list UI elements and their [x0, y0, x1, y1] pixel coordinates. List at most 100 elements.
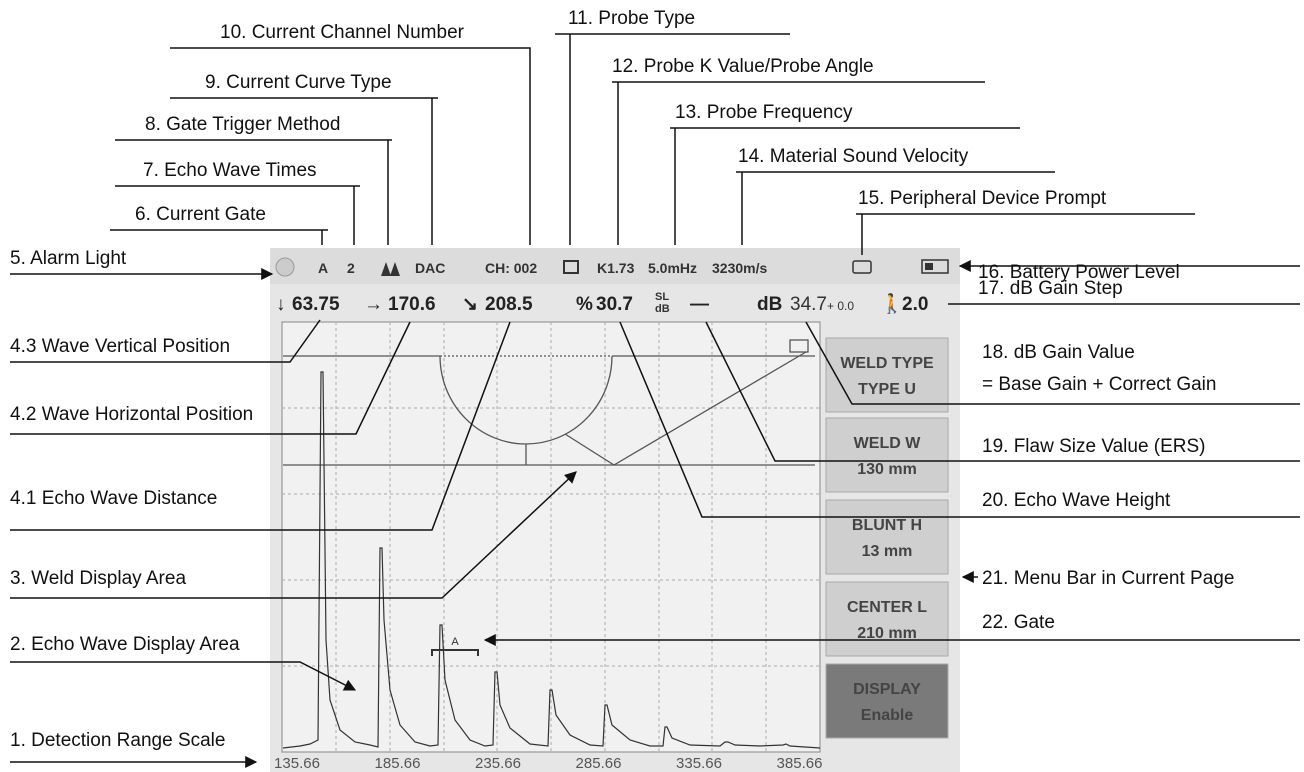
menu-button[interactable]: WELD W 130 mm [825, 417, 949, 493]
leader [670, 127, 1020, 245]
label: 17. dB Gain Step [978, 278, 1123, 299]
leader [10, 471, 577, 599]
leader [705, 321, 1300, 462]
menu-value: 130 mm [857, 461, 917, 478]
echo-area [281, 321, 821, 753]
label: 12. Probe K Value/Probe Angle [612, 56, 874, 77]
scale-label: 235.66 [475, 755, 521, 772]
echo-wave [282, 371, 821, 749]
menu-button[interactable]: DISPLAY Enable [825, 663, 949, 739]
label: 13. Probe Frequency [675, 102, 853, 123]
label: 9. Current Curve Type [205, 72, 392, 93]
label: 10. Current Channel Number [220, 22, 465, 43]
label: 2. Echo Wave Display Area [10, 634, 240, 655]
menu-value: TYPE U [858, 381, 916, 398]
menu-value: 210 mm [857, 625, 917, 642]
db-label: dB [757, 294, 782, 315]
leader [555, 33, 790, 245]
label: 3. Weld Display Area [10, 568, 186, 589]
menu-button-bg[interactable] [825, 417, 949, 493]
gain-step: 2.0 [902, 294, 928, 315]
label: 11. Probe Type [568, 8, 695, 29]
label: 18. dB Gain Value [982, 342, 1135, 363]
label: 4.1 Echo Wave Distance [10, 488, 217, 509]
label: 21. Menu Bar in Current Page [982, 568, 1234, 589]
label: 19. Flaw Size Value (ERS) [982, 436, 1206, 457]
leader [805, 321, 1300, 405]
leader [619, 321, 1300, 518]
curve-type: DAC [415, 260, 445, 276]
echo-times: 2 [347, 260, 355, 276]
range-scale: 135.66 185.66 235.66 285.66 335.66 385.66 [274, 755, 822, 772]
menu-button-bg[interactable] [825, 581, 949, 657]
menu-button[interactable]: WELD TYPE TYPE U [825, 337, 949, 413]
leader [10, 661, 357, 691]
label: 14. Material Sound Velocity [738, 146, 969, 167]
scale-label: 135.66 [274, 755, 320, 772]
arrow-diag: ↘ [462, 294, 478, 315]
label: = Base Gain + Correct Gain [982, 374, 1216, 395]
label: 15. Peripheral Device Prompt [858, 188, 1107, 209]
leader [856, 213, 1195, 255]
correct-gain: + 0.0 [827, 299, 854, 313]
horizontal-position: 170.6 [388, 294, 436, 315]
gate-label: A [451, 636, 459, 648]
device-icon [852, 260, 872, 274]
frequency: 5.0mHz [648, 260, 697, 276]
velocity: 3230m/s [712, 260, 767, 276]
battery-icon [921, 259, 949, 274]
menu-button[interactable]: CENTER L 210 mm [825, 581, 949, 657]
current-gate: A [318, 260, 328, 276]
menu-title: CENTER L [847, 599, 927, 616]
percent-sign: % [576, 294, 593, 315]
leader [115, 139, 392, 245]
menu-button-bg[interactable] [825, 337, 949, 413]
leader [612, 81, 985, 245]
sl-db-label: dB [655, 303, 670, 315]
gate [431, 649, 479, 656]
label: 16. Battery Power Level [978, 262, 1180, 283]
alarm-light [275, 257, 295, 277]
scale-label: 285.66 [576, 755, 622, 772]
sl-label: SL [655, 291, 669, 303]
arrow-down: ↓ [276, 294, 286, 315]
leader [10, 321, 511, 531]
probe-icon [563, 260, 579, 274]
menu-value: 13 mm [862, 543, 913, 560]
menu-bar: WELD TYPE TYPE U WELD W 130 mm BLUNT H 13 mm C… [825, 337, 949, 739]
menu-button-bg[interactable] [825, 499, 949, 575]
gain-value: 34.7 [790, 294, 827, 315]
weld-drawing [283, 339, 815, 466]
label: 22. Gate [982, 612, 1055, 633]
leader [10, 321, 411, 435]
scale-label: 335.66 [676, 755, 722, 772]
leader [110, 229, 328, 245]
menu-button-bg[interactable] [825, 663, 949, 739]
echo-distance: 208.5 [485, 294, 533, 315]
echo-height: 30.7 [596, 294, 633, 315]
channel: CH: 002 [485, 260, 537, 276]
menu-title: BLUNT H [852, 517, 922, 534]
label: 5. Alarm Light [10, 248, 127, 269]
arrow-right: → [364, 294, 383, 315]
leader [170, 97, 438, 245]
leader [10, 319, 321, 363]
menu-title: DISPLAY [853, 681, 921, 698]
menu-title: WELD W [854, 435, 922, 452]
trigger-icon [381, 262, 400, 276]
k-value: K1.73 [597, 260, 635, 276]
menu-button[interactable]: BLUNT H 13 mm [825, 499, 949, 575]
label: 4.3 Wave Vertical Position [10, 336, 230, 357]
scale-label: 385.66 [777, 755, 823, 772]
flaw-size: — [690, 294, 709, 315]
leader [736, 171, 1055, 245]
vertical-position: 63.75 [292, 294, 340, 315]
label: 20. Echo Wave Height [982, 490, 1171, 511]
leader [170, 47, 531, 245]
label: 4.2 Wave Horizontal Position [10, 404, 253, 425]
annotations: 10. Current Channel Number 11. Probe Typ… [10, 8, 1300, 768]
walker-icon: 🚶 [880, 292, 904, 315]
leader [115, 185, 360, 245]
scale-label: 185.66 [375, 755, 421, 772]
